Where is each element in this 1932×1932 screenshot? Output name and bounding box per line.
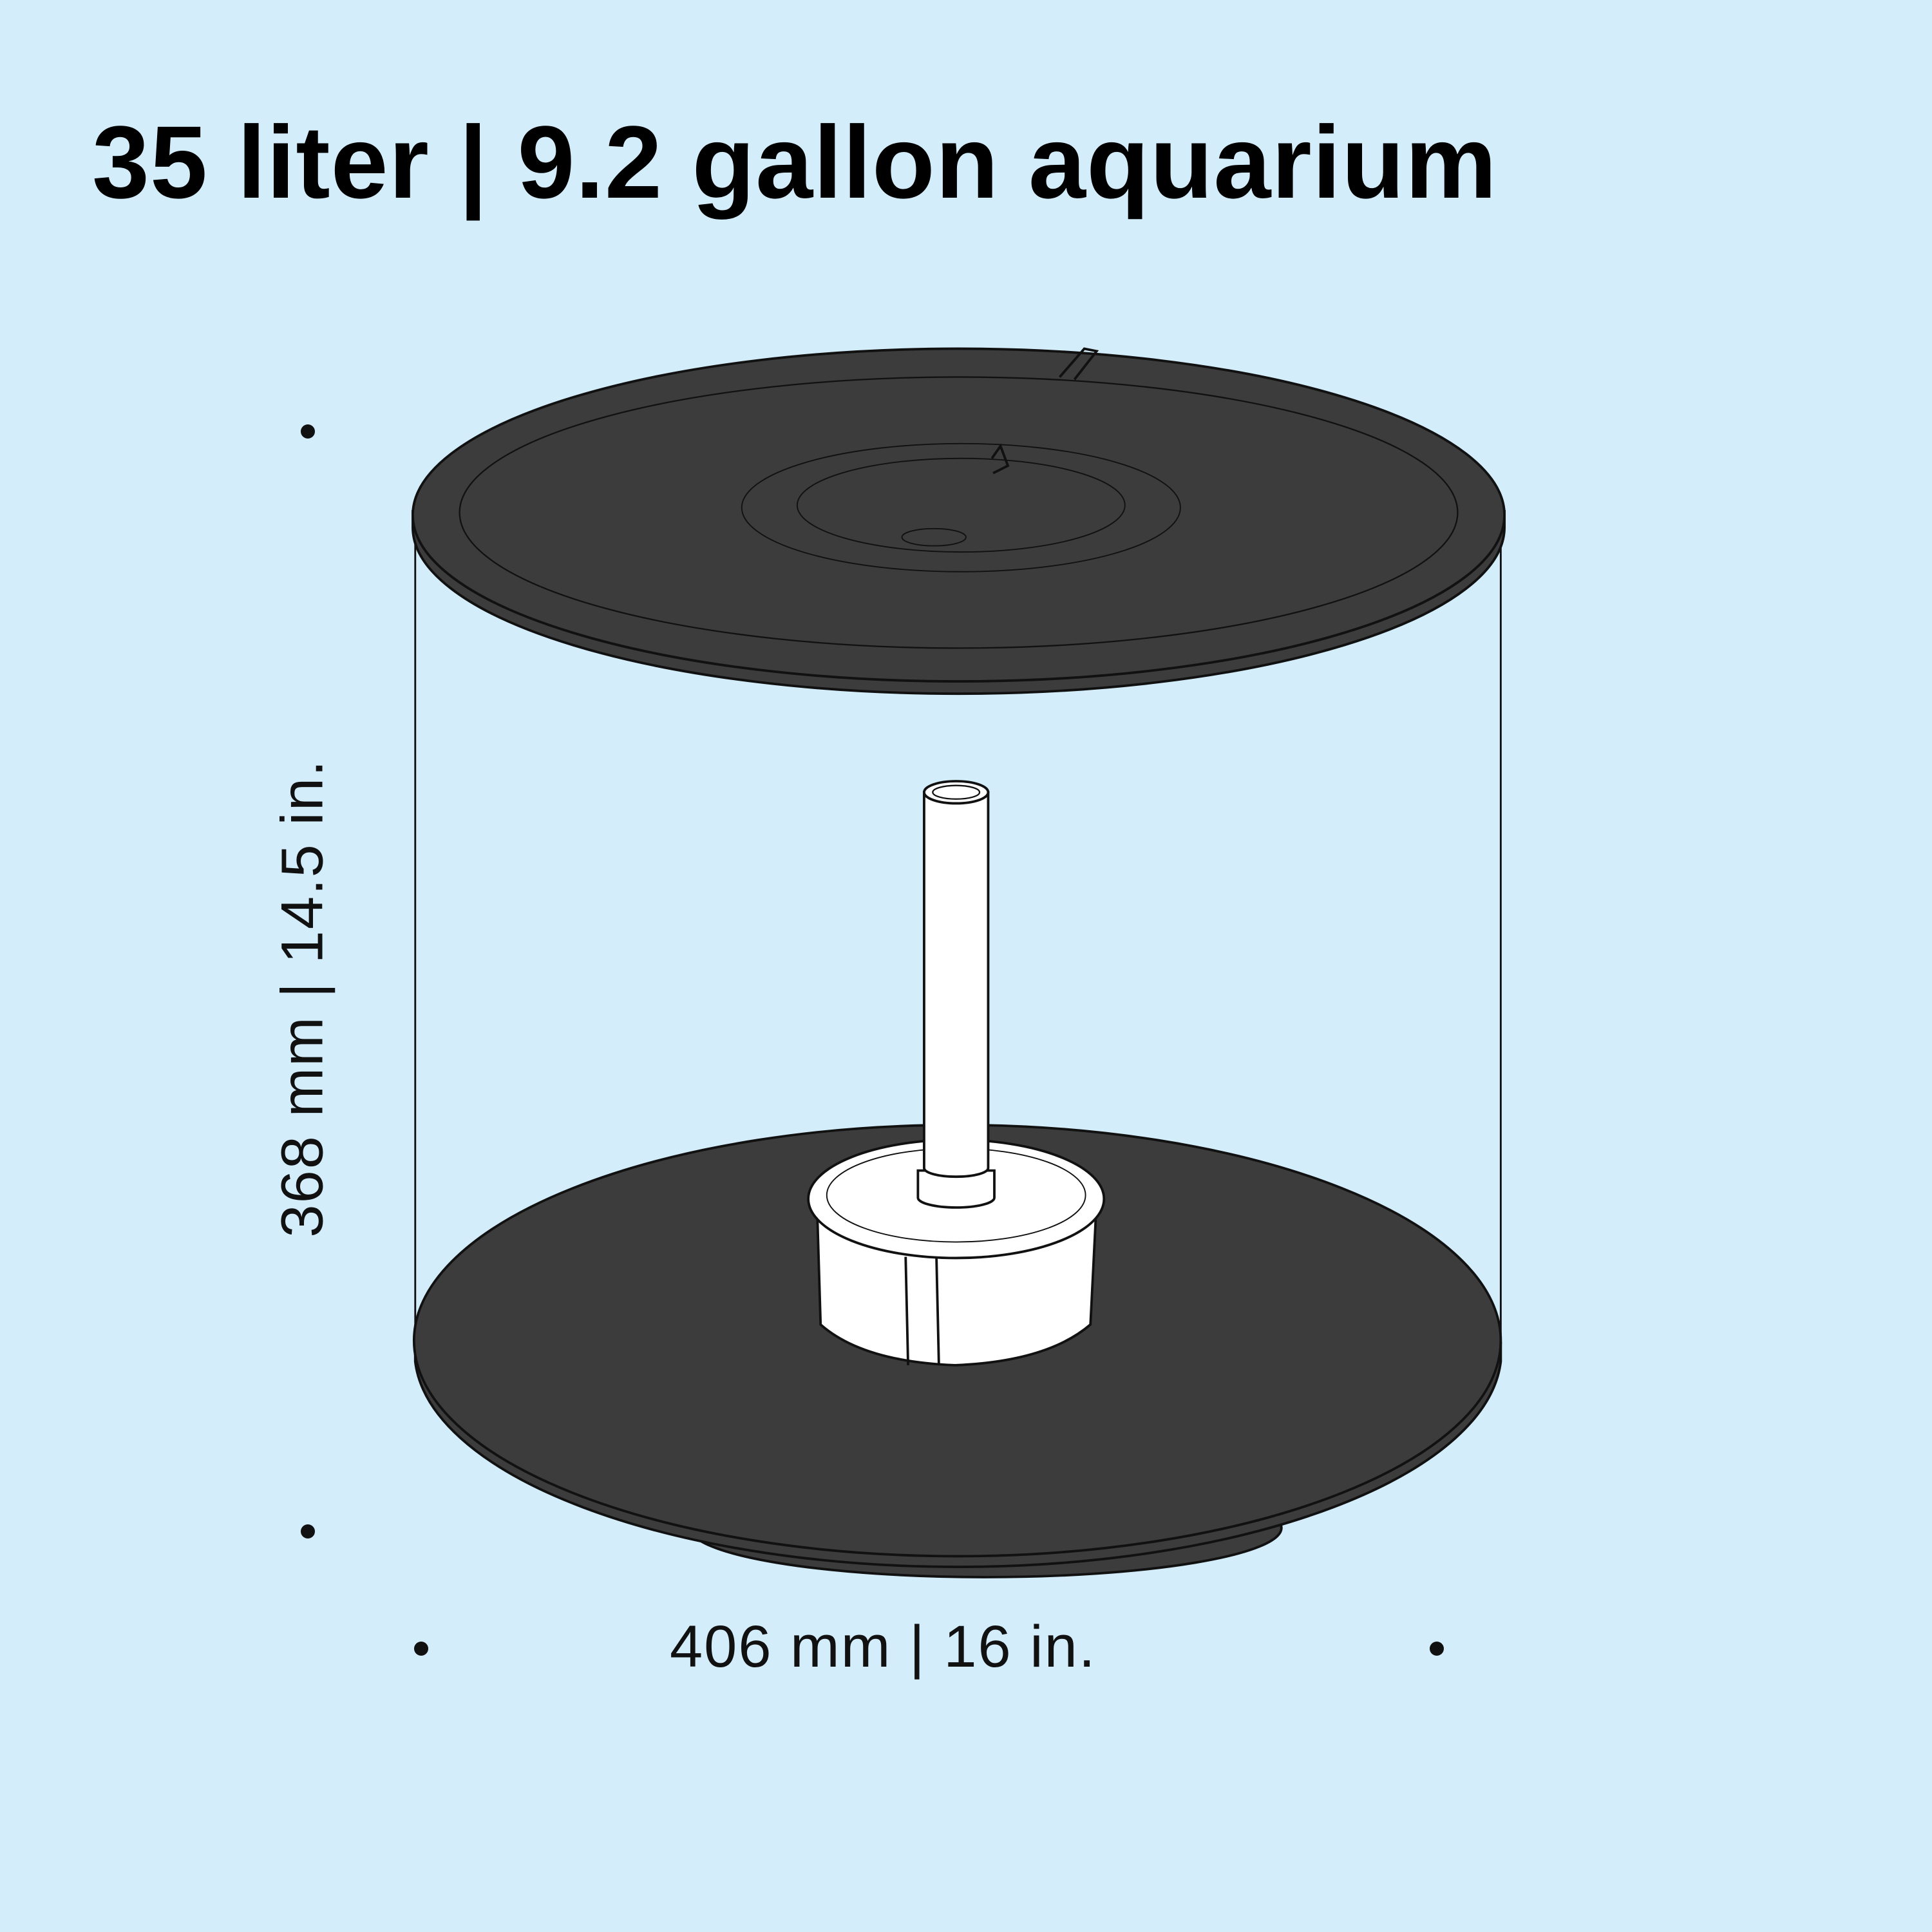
height-marker-top	[301, 424, 315, 439]
page-title: 35 liter | 9.2 gallon aquarium	[92, 104, 1498, 220]
width-marker-left	[414, 1642, 428, 1656]
height-marker-bottom	[301, 1524, 315, 1539]
height-dimension: 368 mm | 14.5 in.	[269, 759, 336, 1238]
tank-lid	[412, 347, 1506, 696]
width-dimension: 406 mm | 16 in.	[670, 1614, 1097, 1680]
width-marker-right	[1430, 1642, 1444, 1656]
pump-filter	[807, 780, 1106, 1367]
